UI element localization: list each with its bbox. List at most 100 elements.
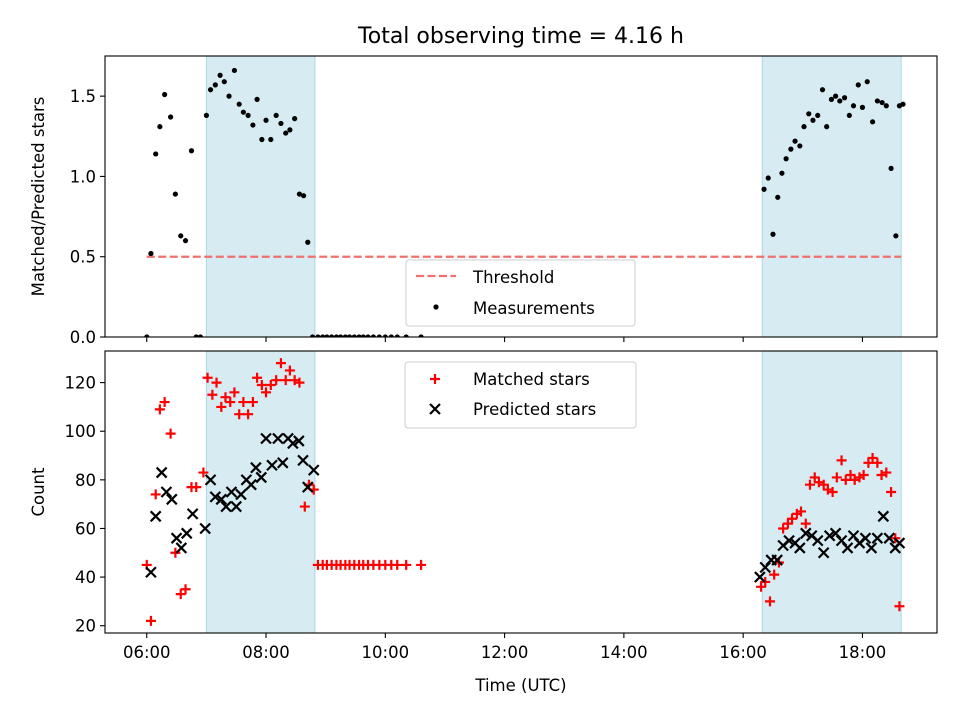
measurement-point <box>305 239 311 245</box>
measurement-point <box>203 112 209 119</box>
measurement-point <box>418 334 424 337</box>
measurement-point <box>188 148 195 154</box>
measurement-point <box>837 98 843 104</box>
predicted-stars-point <box>170 532 183 544</box>
measurement-point <box>376 334 382 337</box>
predicted-stars-point <box>865 542 878 554</box>
matched-stars-point <box>225 397 236 408</box>
predicted-stars-point <box>166 493 178 506</box>
top-legend: Threshold Measurements <box>405 259 636 327</box>
x-axis-label: Time (UTC) <box>474 676 566 695</box>
measurement-point <box>337 334 344 337</box>
measurement-point <box>268 136 274 143</box>
measurement-point <box>342 334 348 337</box>
top-y-axis-label: Matched/Predicted stars <box>29 97 48 297</box>
measurement-point <box>770 231 776 237</box>
y-tick-label: 1.5 <box>70 87 96 106</box>
matched-stars-point <box>840 474 851 485</box>
matched-stars-point <box>220 392 231 403</box>
y-tick-label: 60 <box>75 519 96 538</box>
y-tick-label: 100 <box>65 422 97 441</box>
x-tick-label: 08:00 <box>242 643 290 662</box>
predicted-stars-point <box>255 471 268 484</box>
measurement-point <box>775 194 781 200</box>
matched-stars-point <box>294 377 305 388</box>
measurement-point <box>144 334 150 337</box>
measurement-point <box>815 112 821 119</box>
matched-stars-point <box>150 489 161 500</box>
measurement-point <box>846 112 852 119</box>
matched-stars-point <box>284 365 295 376</box>
measurement-point <box>172 191 178 197</box>
matched-stars-point <box>154 404 165 415</box>
predicted-stars-point <box>260 432 272 445</box>
measurement-point <box>824 124 830 130</box>
legend-predicted-swatch <box>429 403 441 415</box>
observing-window <box>206 351 315 633</box>
measurement-point <box>240 109 246 115</box>
measurement-point <box>883 103 889 109</box>
chart-title: Total observing time = 4.16 h <box>357 24 684 49</box>
measurement-point <box>283 130 289 136</box>
matched-stars-point <box>252 372 263 383</box>
matched-stars-point <box>796 506 807 517</box>
matched-stars-point <box>872 457 883 468</box>
measurement-point <box>324 334 330 337</box>
predicted-stars-point <box>771 554 783 566</box>
measurement-point <box>850 103 857 109</box>
measurement-point <box>250 122 256 128</box>
matched-stars-point <box>191 482 202 493</box>
predicted-stars-point <box>307 464 320 476</box>
measurement-point <box>356 334 362 337</box>
top-axes-frame <box>104 55 938 338</box>
predicted-stars-point <box>893 537 906 549</box>
matched-stars-point <box>202 372 213 383</box>
predicted-stars-point <box>823 529 836 542</box>
measurement-point <box>212 82 218 88</box>
predicted-stars-point <box>209 491 222 503</box>
matched-stars-point <box>401 559 412 570</box>
measurement-point <box>193 334 199 337</box>
bottom-axes-frame <box>104 350 938 634</box>
measurement-point <box>301 193 307 199</box>
y-tick-label: 0.5 <box>70 248 96 267</box>
matched-stars-point <box>392 559 403 570</box>
measurement-point <box>287 127 293 133</box>
predicted-stars-point <box>871 532 884 544</box>
matched-stars-point <box>256 380 267 391</box>
predicted-stars-point <box>794 542 806 554</box>
measurement-point <box>806 111 812 117</box>
measurement-point <box>394 334 400 337</box>
predicted-stars-point <box>186 508 199 520</box>
legend-predicted-label: Predicted stars <box>473 400 596 419</box>
matched-stars-point <box>247 397 258 408</box>
legend-matched-label: Matched stars <box>473 370 590 389</box>
measurement-point <box>296 191 303 197</box>
measurement-point <box>801 124 807 130</box>
predicted-stars-point <box>293 435 305 447</box>
y-tick-label: 20 <box>75 617 96 636</box>
measurement-point <box>819 87 826 93</box>
measurement-point <box>360 334 366 337</box>
matched-stars-point <box>216 401 227 412</box>
predicted-stars-point <box>859 532 872 544</box>
measurement-point <box>869 119 876 125</box>
measurement-point <box>221 79 227 85</box>
measurement-point <box>797 143 803 149</box>
measurement-point <box>162 91 168 98</box>
predicted-stars-point <box>204 474 217 486</box>
y-tick-label: 0.0 <box>70 328 96 347</box>
measurement-point <box>217 72 223 78</box>
matched-stars-point <box>145 615 156 626</box>
measurement-point <box>259 136 265 143</box>
measurement-point <box>148 250 154 257</box>
predicted-stars-point <box>245 478 257 491</box>
matched-stars-point <box>800 518 811 529</box>
matched-stars-point <box>271 375 282 386</box>
matched-stars-point <box>198 467 209 478</box>
measurement-point <box>859 104 866 110</box>
legend-box <box>404 361 637 429</box>
predicted-stars-point <box>225 486 238 498</box>
measurement-point <box>403 334 409 337</box>
matched-stars-point <box>765 596 776 607</box>
